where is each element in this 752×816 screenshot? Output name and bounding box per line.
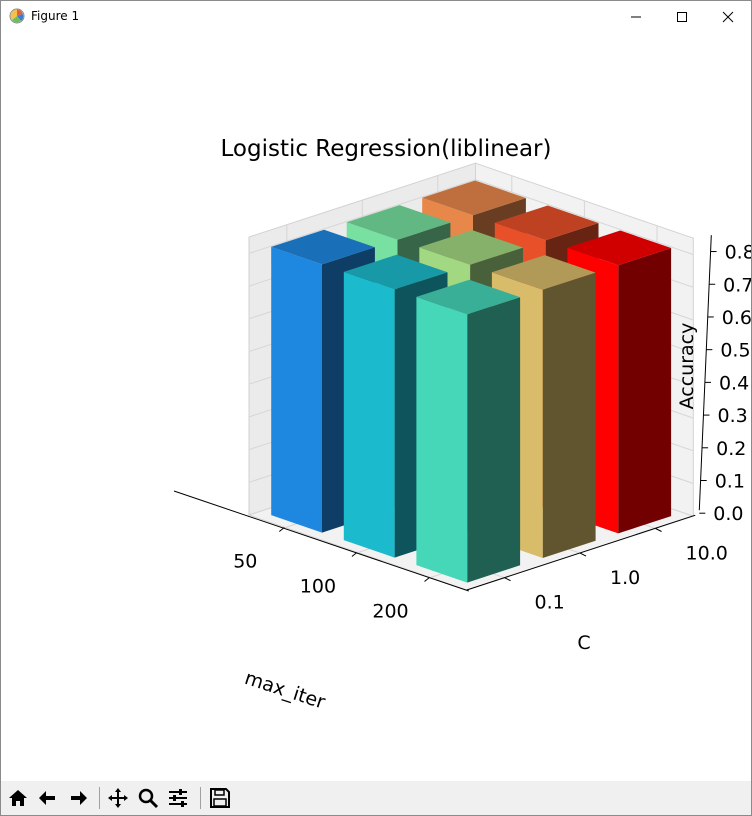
window-title: Figure 1: [31, 9, 80, 23]
bar-top-face: [346, 205, 451, 240]
maximize-button[interactable]: [659, 1, 705, 32]
y-tick: [579, 552, 587, 557]
gridline: [248, 179, 694, 256]
z-tick-label: 0.1: [715, 470, 745, 492]
toolbar-separator: [200, 787, 201, 809]
z-axis-label: Accuracy: [676, 323, 698, 410]
home-icon: [9, 790, 27, 806]
z-tick-label: 0.7: [723, 274, 751, 296]
pan-icon: [108, 788, 128, 808]
home-button[interactable]: [5, 785, 31, 811]
bar-top-face: [271, 229, 375, 265]
navigation-toolbar: [1, 781, 751, 815]
bar-side-face: [618, 248, 672, 534]
z-tick-label: 0.4: [719, 372, 749, 394]
figure-canvas[interactable]: 50 100 200 0.1 1.0 10.0 0.0 0.1 0.2 0.3 0.4 0.5 0.6 0…: [1, 32, 752, 781]
zoom-icon: [138, 788, 159, 809]
configure-subplots-button[interactable]: [165, 785, 191, 811]
bar-top-face: [567, 230, 672, 266]
bar3d-chart: 50 100 200 0.1 1.0 10.0 0.0 0.1 0.2 0.3 0.4 0.5 0.6 0…: [173, 136, 752, 714]
save-icon: [210, 788, 230, 808]
matplotlib-logo-icon: [9, 8, 25, 24]
bar-side-face: [542, 272, 596, 558]
z-tick-label: 0.8: [725, 242, 751, 264]
z-tick-label: 0.2: [716, 438, 746, 460]
x-tick: [278, 527, 285, 532]
forward-button[interactable]: [65, 785, 91, 811]
bar-top-face: [494, 205, 599, 241]
bar-top-face: [416, 279, 521, 315]
close-icon: [722, 11, 734, 22]
z-tick-label: 0.3: [718, 405, 748, 427]
toolbar-separator: [99, 787, 100, 809]
y-axis-label: C: [577, 632, 590, 654]
chart-title: Logistic Regression(liblinear): [220, 136, 551, 162]
forward-icon: [71, 791, 87, 805]
y-tick: [655, 528, 662, 532]
maximize-icon: [677, 11, 687, 22]
bar-front-face: [416, 296, 468, 583]
bar-top-face: [419, 230, 523, 265]
minimize-button[interactable]: [613, 1, 659, 32]
bar-top-face: [343, 254, 448, 290]
minimize-icon: [631, 16, 641, 17]
x-tick-label: 100: [300, 576, 336, 598]
x-tick-label: 50: [233, 551, 257, 573]
close-button[interactable]: [705, 1, 751, 32]
back-icon: [39, 791, 55, 805]
bar-top-face: [491, 255, 596, 290]
x-tick: [424, 577, 430, 582]
x-tick: [351, 552, 358, 557]
configure-subplots-icon: [169, 789, 187, 807]
bar-top-face: [422, 180, 526, 216]
x-axis-line: [173, 490, 469, 592]
z-tick-label: 0.0: [713, 503, 743, 525]
y-tick: [504, 577, 511, 582]
y-tick-label: 10.0: [686, 543, 728, 565]
bar-front-face: [271, 246, 322, 533]
x-axis-label: max_iter: [242, 667, 328, 714]
z-axis-line: [698, 235, 712, 511]
y-tick-label: 0.1: [535, 592, 565, 614]
z-tick-label: 0.6: [722, 307, 751, 329]
pan-button[interactable]: [105, 785, 131, 811]
bar-side-face: [467, 297, 521, 583]
back-button[interactable]: [35, 785, 61, 811]
zoom-button[interactable]: [135, 785, 161, 811]
y-tick-label: 1.0: [610, 567, 640, 589]
title-bar: Figure 1: [1, 1, 751, 32]
save-button[interactable]: [207, 785, 233, 811]
bar-front-face: [343, 271, 395, 558]
x-tick-label: 200: [372, 601, 408, 623]
z-tick-label: 0.5: [720, 340, 750, 362]
